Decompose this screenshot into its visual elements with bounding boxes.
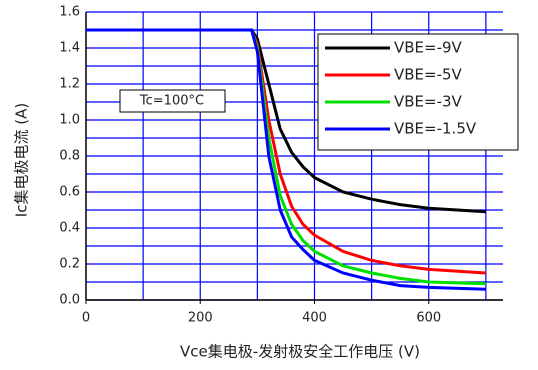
y-tick-label: 0.8 [59, 149, 80, 164]
series-line [86, 28, 486, 291]
x-tick-label: 200 [188, 311, 213, 326]
x-axis-label: Vce集电极-发射极安全工作电压 (V) [180, 343, 420, 361]
x-tick-label: 400 [302, 311, 327, 326]
y-tick-label: 1.4 [59, 41, 80, 56]
legend-label: VBE=-3V [394, 93, 463, 111]
y-tick-label: 1.2 [59, 77, 80, 92]
y-tick-label: 0.6 [59, 185, 80, 200]
x-tick-label: 600 [416, 311, 441, 326]
y-axis-label: Ic集电极电流 (A) [13, 103, 31, 217]
annotation-box [119, 89, 226, 113]
legend-label: VBE=-1.5V [394, 120, 477, 138]
series-line [86, 28, 486, 214]
annotation: Tc=100°C [139, 94, 204, 109]
y-tick-label: 1.6 [59, 5, 80, 20]
y-tick-label: 1.0 [59, 113, 80, 128]
y-tick-label: 0.0 [59, 293, 80, 308]
legend-label: VBE=-5V [394, 66, 463, 84]
x-tick-label: 0 [82, 311, 90, 326]
y-tick-label: 0.4 [59, 221, 80, 236]
y-tick-label: 0.2 [59, 257, 80, 272]
legend-label: VBE=-9V [394, 39, 463, 57]
legend-box [317, 33, 519, 151]
